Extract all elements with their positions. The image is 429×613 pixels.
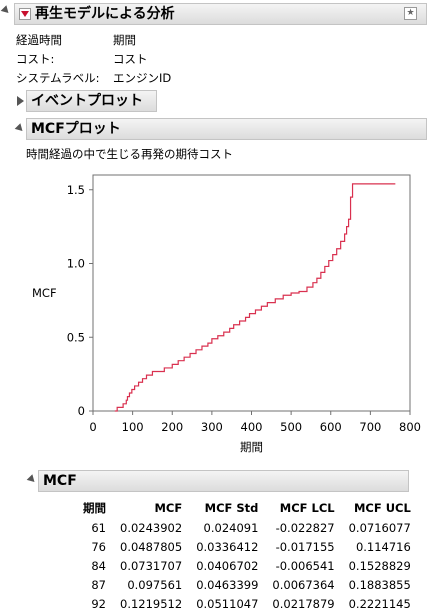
- report-title: 再生モデルによる分析: [35, 6, 175, 22]
- event-plot-disclosure-icon[interactable]: [17, 96, 24, 106]
- table-cell: 0.097561: [127, 577, 183, 592]
- mcf-table-title: MCF: [43, 473, 77, 489]
- x-tick-label: 100: [122, 420, 144, 434]
- table-cell: 0.0406702: [196, 558, 259, 573]
- table-row: 61 0.0243902 0.024091 -0.022827 0.071607…: [83, 518, 411, 537]
- info-label: 経過時間: [16, 33, 62, 47]
- mcf-plot-disclosure-icon[interactable]: [14, 123, 26, 134]
- y-tick-label: 0: [78, 404, 85, 418]
- table-cell: 0.0243902: [120, 520, 183, 535]
- table-cell: 0.0511047: [196, 596, 259, 611]
- table-cell: 0.1883855: [348, 577, 411, 592]
- y-tick-label: 0.5: [67, 330, 85, 344]
- table-cell: 0.0463399: [196, 577, 259, 592]
- plot-frame: [92, 174, 411, 412]
- mcf-series-line: [114, 183, 396, 412]
- table-cell: 0.2221145: [348, 596, 411, 611]
- table-cell: 0.1528829: [348, 558, 411, 573]
- table-cell: 0.1219512: [120, 596, 183, 611]
- table-row: 92 0.1219512 0.0511047 0.0217879 0.22211…: [83, 594, 411, 613]
- table-cell: 0.0067364: [272, 577, 335, 592]
- column-header[interactable]: MCF Std: [204, 501, 259, 515]
- red-triangle-menu-icon[interactable]: [19, 8, 31, 20]
- x-tick-label: 700: [359, 420, 381, 434]
- table-cell: 0.0716077: [348, 520, 411, 535]
- mcf-chart: 0 100 200 300 400 500 600 700 800 0 0.5 1.0 1.5 期間 MCF: [32, 174, 421, 454]
- info-label: コスト:: [16, 52, 55, 66]
- info-value: コスト: [113, 52, 148, 66]
- table-cell: 0.024091: [203, 520, 259, 535]
- table-cell: 0.0336412: [196, 539, 259, 554]
- y-tick-label: 1.5: [67, 183, 85, 197]
- x-tick-label: 300: [201, 420, 223, 434]
- table-cell: 0.114716: [355, 539, 411, 554]
- mcf-plot-subtitle: 時間経過の中で生じる再発の期待コスト: [26, 147, 233, 161]
- table-cell: -0.022827: [275, 520, 335, 535]
- table-row: 87 0.097561 0.0463399 0.0067364 0.188385…: [83, 575, 411, 594]
- mcf-table-header[interactable]: MCF: [38, 470, 409, 492]
- table-cell: 92: [91, 596, 106, 611]
- x-tick-label: 200: [161, 420, 183, 434]
- table-cell: 0.0731707: [120, 558, 183, 573]
- y-tick-label: 1.0: [67, 257, 85, 271]
- column-header[interactable]: MCF LCL: [279, 501, 335, 515]
- x-tick-label: 500: [280, 420, 302, 434]
- event-plot-header[interactable]: イベントプロット: [26, 90, 157, 112]
- x-axis-label: 期間: [240, 440, 263, 454]
- table-cell: 0.0487805: [120, 539, 183, 554]
- x-tick-label: 400: [241, 420, 263, 434]
- table-cell: -0.006541: [275, 558, 335, 573]
- info-value: エンジンID: [113, 71, 172, 85]
- pin-icon[interactable]: ★: [404, 7, 417, 20]
- table-cell: -0.017155: [275, 539, 335, 554]
- table-cell: 0.0217879: [272, 596, 335, 611]
- report-disclosure-icon[interactable]: [0, 5, 12, 16]
- column-header[interactable]: 期間: [83, 501, 106, 515]
- table-cell: 76: [91, 539, 106, 554]
- y-axis-label: MCF: [32, 286, 57, 300]
- table-cell: 87: [91, 577, 106, 592]
- column-header[interactable]: MCF: [154, 501, 183, 515]
- mcf-table: 期間 MCF MCF Std MCF LCL MCF UCL 61 0.0243…: [83, 498, 411, 613]
- table-row: 76 0.0487805 0.0336412 -0.017155 0.11471…: [83, 537, 411, 556]
- table-row: 84 0.0731707 0.0406702 -0.006541 0.15288…: [83, 556, 411, 575]
- info-value: 期間: [113, 33, 136, 47]
- x-tick-label: 600: [320, 420, 342, 434]
- x-tick-label: 0: [89, 420, 96, 434]
- mcf-table-header-row: 期間 MCF MCF Std MCF LCL MCF UCL: [83, 498, 411, 518]
- info-label: システムラベル:: [16, 71, 100, 85]
- table-cell: 61: [91, 520, 106, 535]
- mcf-table-disclosure-icon[interactable]: [26, 474, 38, 485]
- report-header: 再生モデルによる分析: [14, 3, 427, 25]
- table-cell: 84: [91, 558, 106, 573]
- mcf-plot-header[interactable]: MCFプロット: [26, 118, 427, 140]
- column-header[interactable]: MCF UCL: [353, 501, 411, 515]
- mcf-plot-title: MCFプロット: [31, 121, 121, 137]
- x-tick-label: 800: [399, 420, 421, 434]
- event-plot-title: イベントプロット: [31, 93, 143, 109]
